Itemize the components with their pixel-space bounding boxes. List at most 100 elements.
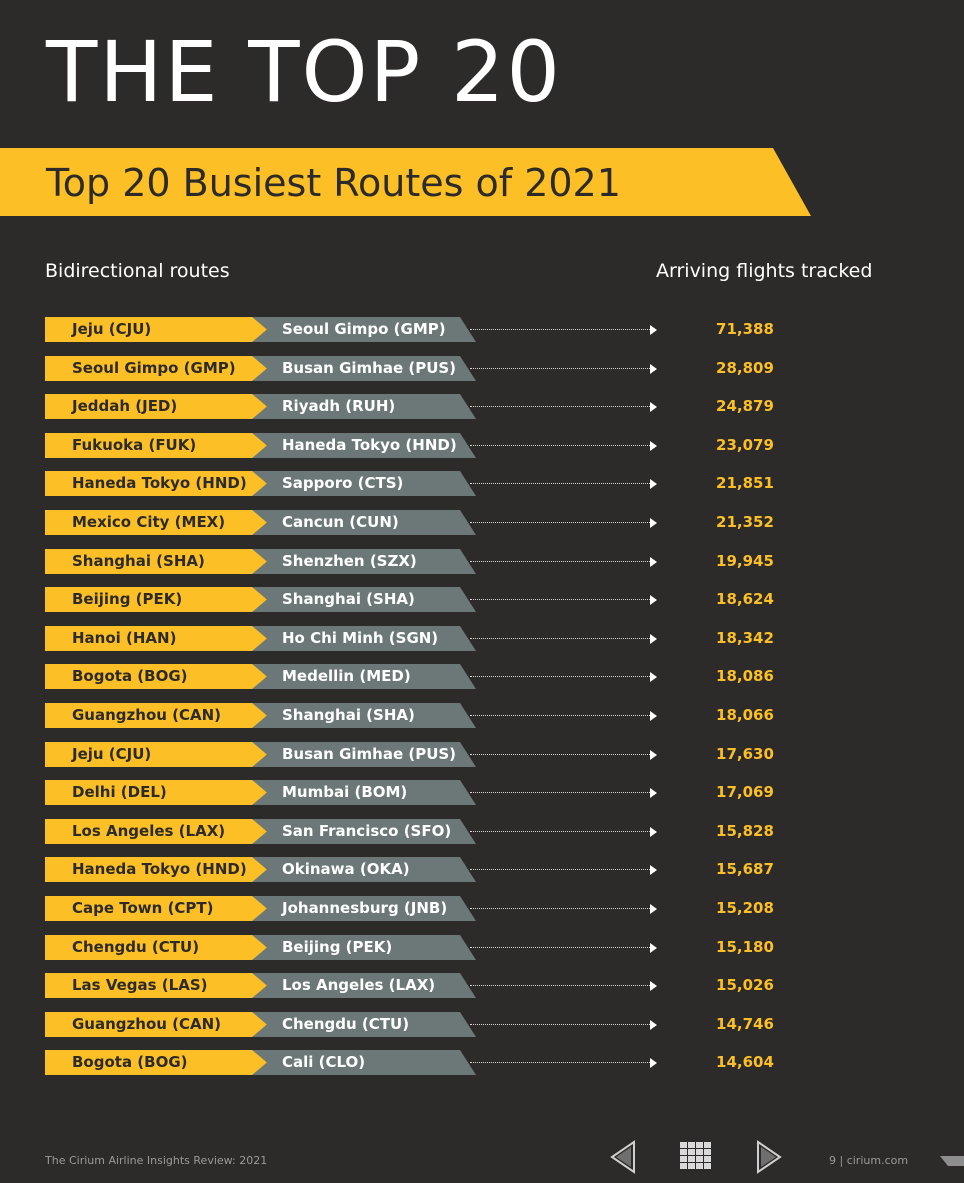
origin-chevron: [45, 510, 267, 535]
route-origin: Guangzhou (CAN): [72, 1015, 222, 1033]
route-origin: Las Vegas (LAS): [72, 976, 208, 994]
route-destination: Los Angeles (LAX): [282, 976, 436, 994]
flights-column-header: Arriving flights tracked: [656, 260, 873, 282]
destination-chevron: [252, 549, 476, 574]
origin-chevron: [45, 935, 267, 960]
route-origin: Jeju (CJU): [72, 320, 152, 338]
dotted-leader-line: [470, 561, 650, 562]
flights-count: 71,388: [716, 320, 774, 338]
route-destination: Beijing (PEK): [282, 938, 393, 956]
origin-chevron: [45, 1012, 267, 1037]
arrow-right-icon: [650, 1058, 657, 1068]
route-destination: San Francisco (SFO): [282, 822, 452, 840]
origin-chevron: [45, 857, 267, 882]
route-row: Bogota (BOG) Medellin (MED) 18,086: [0, 664, 964, 689]
destination-chevron: [252, 317, 476, 342]
route-origin: Bogota (BOG): [72, 667, 188, 685]
origin-chevron: [45, 703, 267, 728]
destination-chevron: [252, 1012, 476, 1037]
previous-page-icon[interactable]: [609, 1140, 639, 1174]
route-row: Fukuoka (FUK) Haneda Tokyo (HND) 23,079: [0, 433, 964, 458]
route-destination: Haneda Tokyo (HND): [282, 436, 457, 454]
route-destination: Shanghai (SHA): [282, 590, 415, 608]
route-row: Chengdu (CTU) Beijing (PEK) 15,180: [0, 935, 964, 960]
route-destination: Cali (CLO): [282, 1053, 366, 1071]
destination-chevron: [252, 471, 476, 496]
origin-chevron: [45, 973, 267, 998]
origin-chevron: [45, 317, 267, 342]
dotted-leader-line: [470, 406, 650, 407]
arrow-right-icon: [650, 325, 657, 335]
flights-count: 18,086: [716, 667, 774, 685]
dotted-leader-line: [470, 1062, 650, 1063]
arrow-right-icon: [650, 402, 657, 412]
route-origin: Seoul Gimpo (GMP): [72, 359, 236, 377]
arrow-right-icon: [650, 1020, 657, 1030]
page-corner-tab: [940, 1156, 964, 1166]
routes-column-header: Bidirectional routes: [45, 260, 230, 282]
title-banner: [0, 148, 811, 216]
route-origin: Beijing (PEK): [72, 590, 183, 608]
origin-chevron: [45, 780, 267, 805]
route-destination: Sapporo (CTS): [282, 474, 404, 492]
dotted-leader-line: [470, 638, 650, 639]
arrow-right-icon: [650, 441, 657, 451]
route-origin: Delhi (DEL): [72, 783, 167, 801]
route-row: Beijing (PEK) Shanghai (SHA) 18,624: [0, 587, 964, 612]
arrow-right-icon: [650, 943, 657, 953]
destination-chevron: [252, 742, 476, 767]
route-destination: Chengdu (CTU): [282, 1015, 410, 1033]
dotted-leader-line: [470, 754, 650, 755]
flights-count: 14,746: [716, 1015, 774, 1033]
route-row: Las Vegas (LAS) Los Angeles (LAX) 15,026: [0, 973, 964, 998]
arrow-right-icon: [650, 827, 657, 837]
origin-chevron: [45, 471, 267, 496]
flights-count: 15,208: [716, 899, 774, 917]
flights-count: 15,026: [716, 976, 774, 994]
route-destination: Shanghai (SHA): [282, 706, 415, 724]
destination-chevron: [252, 510, 476, 535]
dotted-leader-line: [470, 445, 650, 446]
route-row: Jeju (CJU) Busan Gimhae (PUS) 17,630: [0, 742, 964, 767]
origin-chevron: [45, 587, 267, 612]
route-row: Guangzhou (CAN) Shanghai (SHA) 18,066: [0, 703, 964, 728]
route-row: Jeju (CJU) Seoul Gimpo (GMP) 71,388: [0, 317, 964, 342]
arrow-right-icon: [650, 672, 657, 682]
destination-chevron: [252, 973, 476, 998]
dotted-leader-line: [470, 676, 650, 677]
arrow-right-icon: [650, 865, 657, 875]
destination-chevron: [252, 664, 476, 689]
route-origin: Jeddah (JED): [72, 397, 178, 415]
route-destination: Busan Gimhae (PUS): [282, 745, 457, 763]
arrow-right-icon: [650, 634, 657, 644]
route-destination: Riyadh (RUH): [282, 397, 396, 415]
route-row: Bogota (BOG) Cali (CLO) 14,604: [0, 1050, 964, 1075]
flights-count: 17,630: [716, 745, 774, 763]
route-origin: Hanoi (HAN): [72, 629, 177, 647]
flights-count: 18,342: [716, 629, 774, 647]
origin-chevron: [45, 394, 267, 419]
route-origin: Los Angeles (LAX): [72, 822, 226, 840]
route-origin: Chengdu (CTU): [72, 938, 200, 956]
arrow-right-icon: [650, 479, 657, 489]
grid-menu-icon[interactable]: [680, 1142, 711, 1170]
arrow-right-icon: [650, 711, 657, 721]
flights-count: 15,180: [716, 938, 774, 956]
route-row: Cape Town (CPT) Johannesburg (JNB) 15,208: [0, 896, 964, 921]
dotted-leader-line: [470, 985, 650, 986]
next-page-icon[interactable]: [753, 1140, 783, 1174]
route-row: Delhi (DEL) Mumbai (BOM) 17,069: [0, 780, 964, 805]
flights-count: 23,079: [716, 436, 774, 454]
flights-count: 21,851: [716, 474, 774, 492]
banner-title: Top 20 Busiest Routes of 2021: [46, 161, 621, 205]
route-row: Guangzhou (CAN) Chengdu (CTU) 14,746: [0, 1012, 964, 1037]
dotted-leader-line: [470, 329, 650, 330]
route-destination: Busan Gimhae (PUS): [282, 359, 457, 377]
publication-title: The Cirium Airline Insights Review: 2021: [45, 1154, 268, 1167]
route-row: Jeddah (JED) Riyadh (RUH) 24,879: [0, 394, 964, 419]
flights-count: 17,069: [716, 783, 774, 801]
route-destination: Ho Chi Minh (SGN): [282, 629, 439, 647]
dotted-leader-line: [470, 947, 650, 948]
route-destination: Okinawa (OKA): [282, 860, 410, 878]
route-origin: Shanghai (SHA): [72, 552, 205, 570]
